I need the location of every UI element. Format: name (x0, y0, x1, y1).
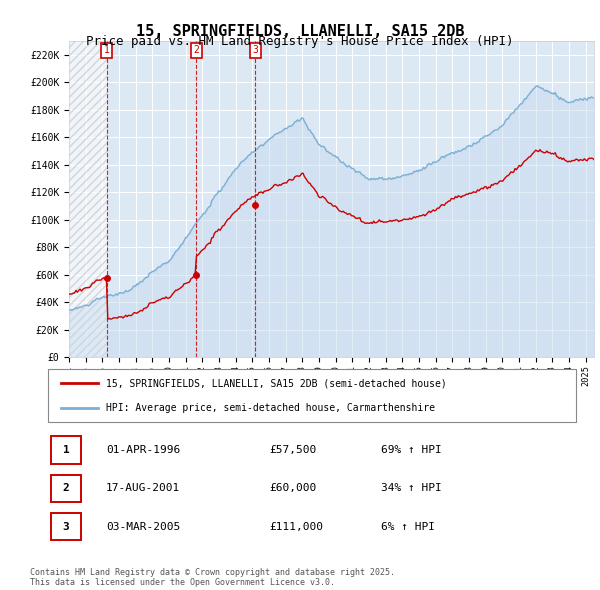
Text: 1: 1 (62, 445, 70, 455)
Text: HPI: Average price, semi-detached house, Carmarthenshire: HPI: Average price, semi-detached house,… (106, 402, 435, 412)
Text: 6% ↑ HPI: 6% ↑ HPI (380, 522, 434, 532)
Text: 15, SPRINGFIELDS, LLANELLI, SA15 2DB (semi-detached house): 15, SPRINGFIELDS, LLANELLI, SA15 2DB (se… (106, 378, 447, 388)
Text: 3: 3 (62, 522, 70, 532)
Text: 34% ↑ HPI: 34% ↑ HPI (380, 483, 442, 493)
Text: Contains HM Land Registry data © Crown copyright and database right 2025.
This d: Contains HM Land Registry data © Crown c… (30, 568, 395, 587)
Text: 2: 2 (62, 483, 70, 493)
Text: £60,000: £60,000 (270, 483, 317, 493)
Text: Price paid vs. HM Land Registry's House Price Index (HPI): Price paid vs. HM Land Registry's House … (86, 35, 514, 48)
FancyBboxPatch shape (50, 513, 81, 540)
FancyBboxPatch shape (48, 369, 576, 422)
Text: 3: 3 (252, 45, 258, 55)
Text: £111,000: £111,000 (270, 522, 324, 532)
Text: 69% ↑ HPI: 69% ↑ HPI (380, 445, 442, 455)
Text: 17-AUG-2001: 17-AUG-2001 (106, 483, 181, 493)
Text: 2: 2 (193, 45, 199, 55)
Text: 01-APR-1996: 01-APR-1996 (106, 445, 181, 455)
Bar (69, 41, 107, 357)
FancyBboxPatch shape (50, 474, 81, 502)
Text: 1: 1 (104, 45, 109, 55)
Text: 03-MAR-2005: 03-MAR-2005 (106, 522, 181, 532)
Text: £57,500: £57,500 (270, 445, 317, 455)
Text: 15, SPRINGFIELDS, LLANELLI, SA15 2DB: 15, SPRINGFIELDS, LLANELLI, SA15 2DB (136, 24, 464, 38)
FancyBboxPatch shape (50, 436, 81, 464)
